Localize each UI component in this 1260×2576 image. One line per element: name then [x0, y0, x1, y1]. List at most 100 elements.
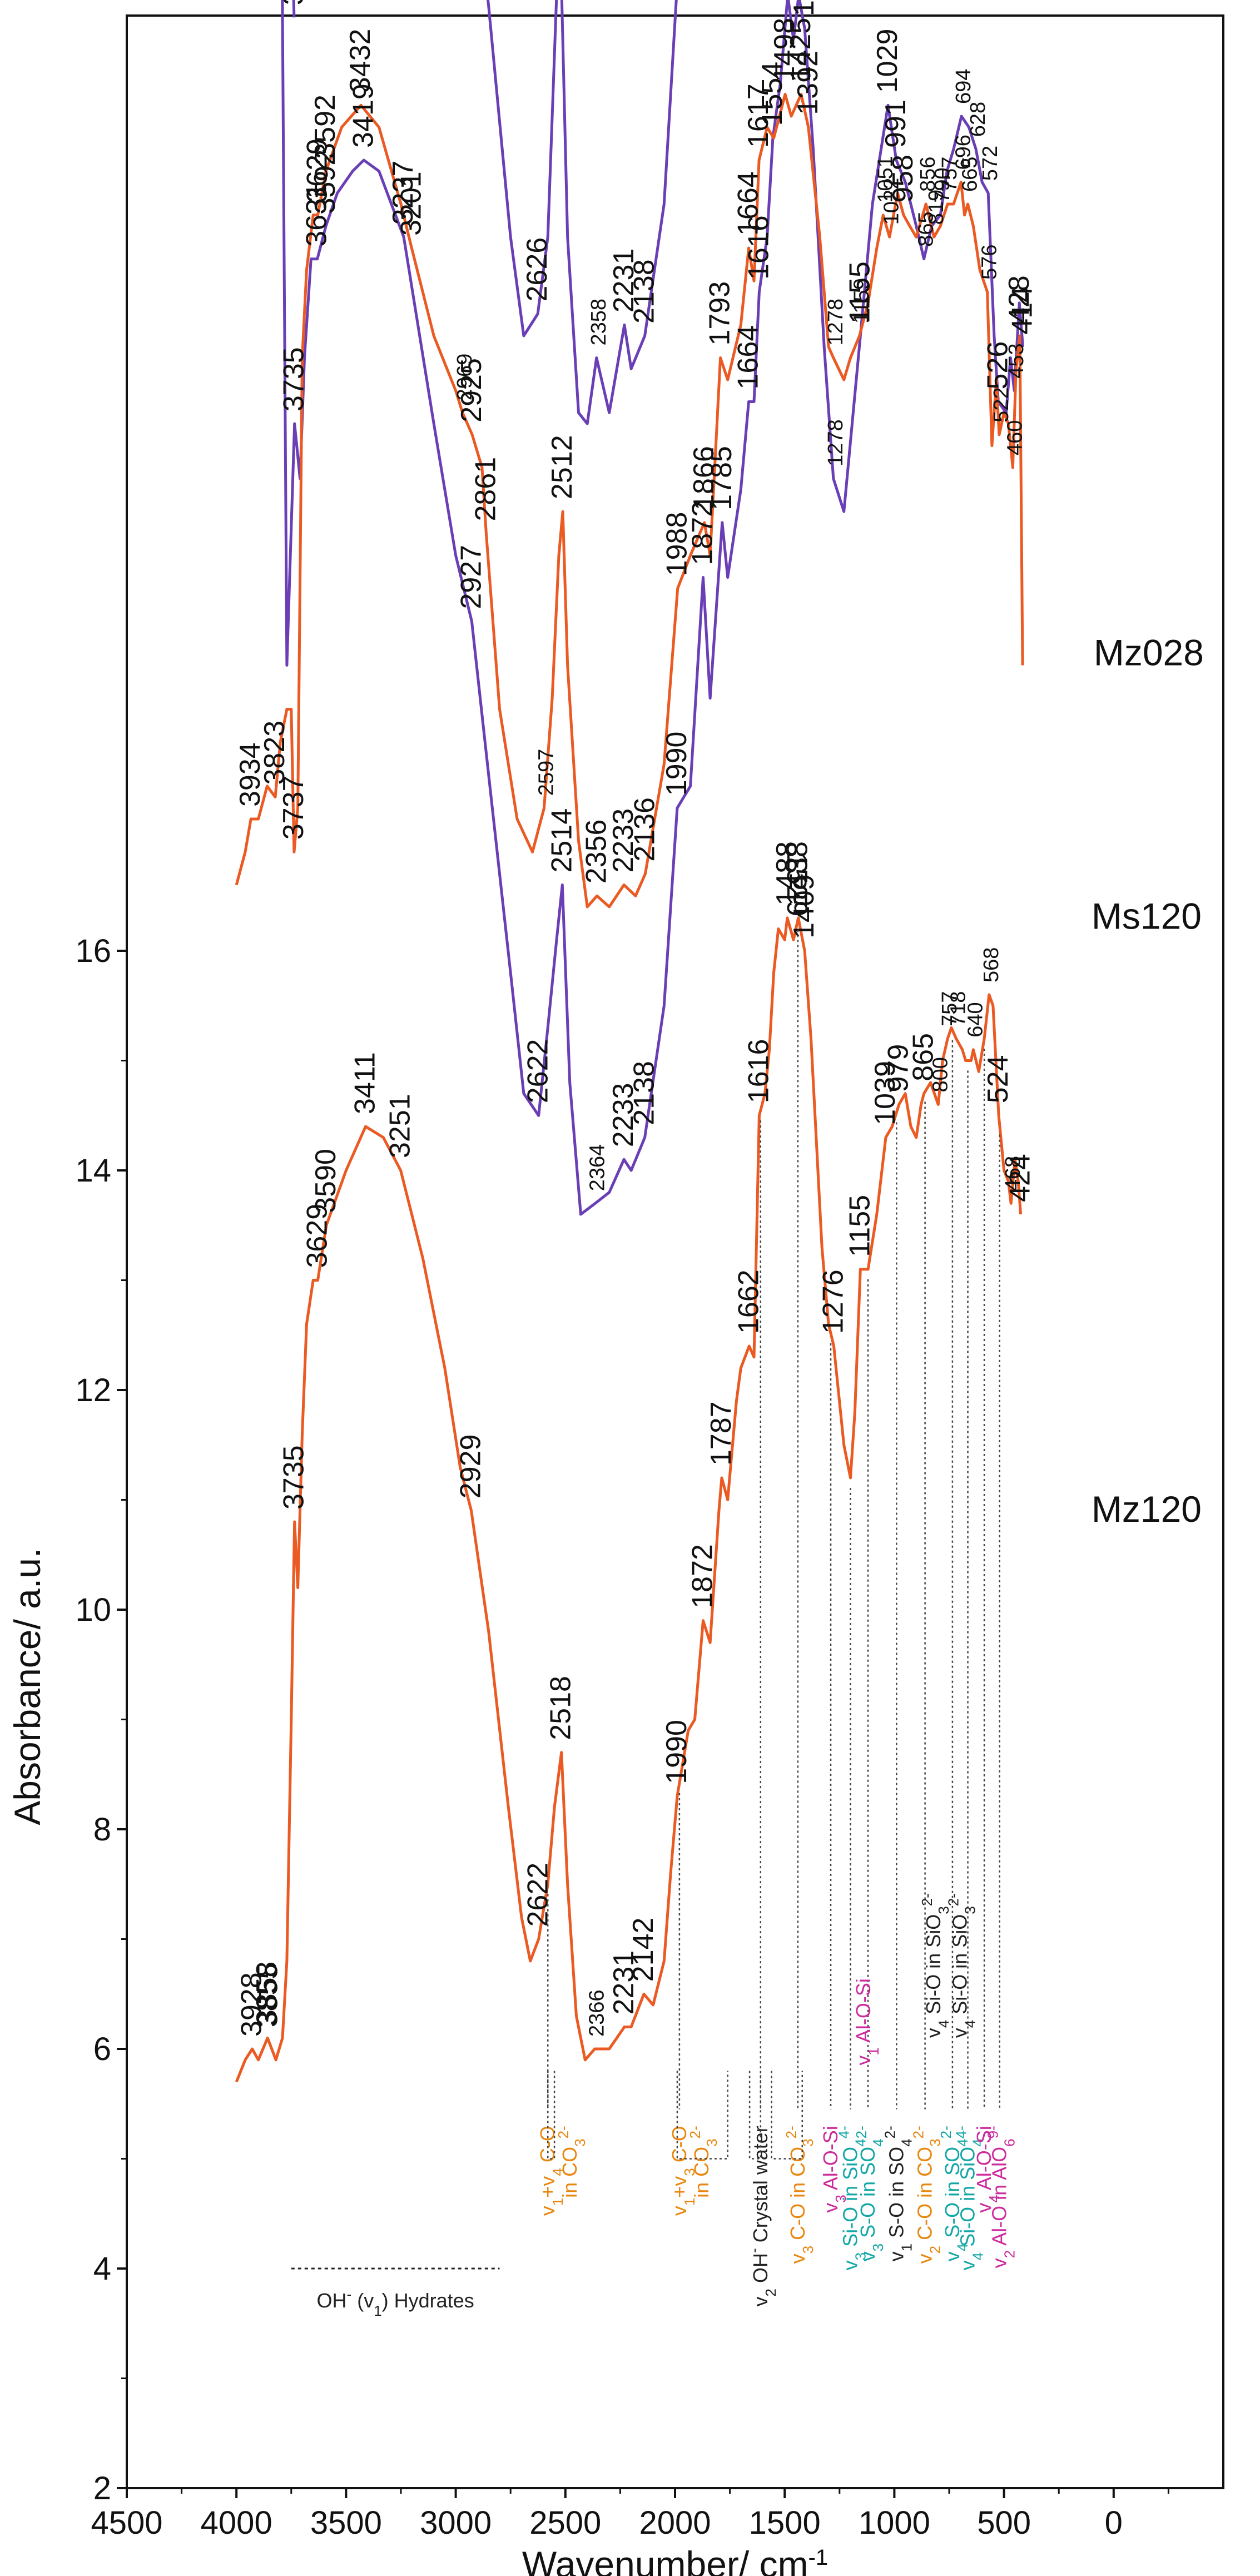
assignment-part: S-O in SO — [885, 2147, 907, 2244]
x-tick-label: 1500 — [749, 2505, 821, 2541]
peak-label: 1664 — [732, 171, 765, 236]
x-tick-label: 3500 — [310, 2505, 382, 2541]
assignment-label: v2 C-O in CO32- — [910, 2126, 944, 2264]
y-tick-label: 2 — [93, 2470, 111, 2506]
assignment-label: v4 S-O in SO42- — [937, 2126, 971, 2261]
series-line-ms028 — [292, 0, 678, 425]
assignment-part: 6 — [1001, 2138, 1018, 2146]
peak-label: 2861 — [469, 457, 502, 522]
assignment-part: Crystal water — [749, 2126, 772, 2248]
peak-label: 958 — [887, 155, 919, 203]
peak-label: 628 — [966, 102, 990, 137]
assignment-part: v — [914, 2254, 936, 2264]
assignment-part: 4- — [953, 2126, 970, 2138]
peak-label: 3737 — [277, 776, 310, 840]
peak-label: 1155 — [844, 1195, 876, 1257]
assignment-part: 2- — [881, 2126, 898, 2138]
series-label-ms120: Ms120 — [1092, 896, 1202, 937]
peak-label: 800 — [929, 1057, 952, 1092]
assignment-part: 3 — [935, 1906, 952, 1914]
peak-label: 1529 — [781, 852, 813, 917]
assignment-part: 1 — [549, 2198, 566, 2206]
peak-label: 2231 — [608, 249, 640, 313]
peak-label: 2925 — [455, 358, 488, 423]
peak-label: 1022 — [880, 178, 904, 225]
assignment-part: 3 — [962, 1906, 979, 1914]
assignment-part: 1 — [898, 2244, 915, 2251]
peak-label: 2231 — [608, 1950, 640, 2015]
assignment-part: v — [819, 2203, 842, 2213]
peak-label: 1662 — [732, 1269, 765, 1334]
peak-label: 2136 — [628, 797, 661, 862]
peak-label: 3631 — [301, 182, 333, 247]
peak-label: 2358 — [587, 299, 611, 346]
peak-label: 2626 — [521, 237, 553, 302]
peak-label: 819 — [925, 190, 948, 225]
peak-label: 2138 — [628, 1061, 661, 1125]
x-tick-label: 4000 — [201, 2505, 272, 2541]
assignment-part: 4 — [970, 2138, 986, 2146]
peak-label: 1438 — [782, 841, 814, 906]
assignment-part: Si-O in SiO — [922, 1914, 945, 2020]
peak-label: 1488 — [771, 841, 803, 906]
assignment-part: +v — [536, 2176, 559, 2198]
assignment-part: OH — [317, 2289, 347, 2312]
peak-label: 1990 — [661, 732, 693, 796]
assignment-label: v2 Al-O in AlO69- — [985, 2126, 1018, 2268]
peak-label: 1990 — [661, 1720, 693, 1784]
peak-label: 3928 — [236, 1972, 268, 2037]
inline-assignment-label: v1 Al-O-Si — [852, 1978, 882, 2065]
assignment-part: in CO — [690, 2147, 713, 2198]
peak-label: 1872 — [686, 1544, 718, 1609]
y-tick-label: 12 — [75, 1372, 111, 1408]
assignment-part: 3 — [572, 2138, 588, 2146]
peak-label: 865 — [907, 1033, 940, 1081]
x-tick-label: 1000 — [859, 2505, 930, 2541]
assignment-part: 2- — [555, 2126, 572, 2138]
peak-label: 1276 — [817, 1269, 850, 1334]
assignment-part: 3 — [832, 2195, 849, 2202]
peak-label: 640 — [964, 1002, 987, 1037]
x-tick-label: 4500 — [91, 2505, 162, 2541]
peak-label: 468 — [1001, 1156, 1025, 1191]
assignment-label: v2 OH- Crystal water — [746, 2126, 779, 2306]
assignment-label: v1+v3 C-O — [668, 2126, 698, 2216]
assignment-part: C-O in CO — [914, 2147, 936, 2246]
assignment-bracket — [547, 2071, 555, 2160]
peak-label: 1278 — [824, 419, 847, 466]
assignment-part: 4 — [549, 2168, 566, 2176]
peak-label: 1617 — [742, 83, 775, 148]
x-tick-label: 0 — [1105, 2505, 1123, 2541]
assignment-part: 9- — [985, 2126, 1001, 2138]
peak-label: 1425 — [785, 18, 817, 82]
peak-label: 1616 — [742, 215, 775, 280]
peak-label: 991 — [880, 100, 912, 148]
peak-label: 2597 — [535, 749, 558, 796]
assignment-part: v — [922, 2028, 945, 2038]
x-tick-label: 500 — [977, 2505, 1031, 2541]
peak-label: 2929 — [455, 1435, 487, 1499]
assignment-part: 4 — [970, 2252, 986, 2260]
hydrates-label: OH- (v1) Hydrates — [317, 2286, 474, 2319]
peak-label: 1029 — [871, 29, 904, 93]
assignment-part: Al-O in AlO — [988, 2147, 1011, 2250]
assignment-part: (v — [351, 2289, 374, 2312]
assignment-label: v4 Al-O-Si — [973, 2126, 1003, 2212]
assignment-part: 4- — [836, 2126, 852, 2138]
peak-label: 3592 — [309, 150, 341, 214]
assignment-part: +v — [668, 2176, 691, 2198]
peak-label: 460 — [1003, 420, 1026, 455]
assignment-label: v4 Si-O in SiO44- — [953, 2126, 986, 2270]
assignment-part: 3 — [681, 2168, 698, 2176]
assignment-label: v3 Al-O-Si — [819, 2126, 849, 2212]
y-tick-label: 4 — [93, 2251, 111, 2287]
peak-label: 2138 — [628, 259, 661, 324]
peak-label: 2622 — [522, 1039, 554, 1104]
peak-label: 3858 — [251, 1962, 283, 2026]
peak-label: 3934 — [234, 742, 266, 807]
x-axis-title-text: Wavenumber/ cm — [522, 2544, 808, 2576]
assignment-part: 2 — [927, 2246, 944, 2254]
assignment-label-line2: in CO32- — [687, 2126, 720, 2198]
assignment-part: 4 — [954, 2138, 971, 2146]
